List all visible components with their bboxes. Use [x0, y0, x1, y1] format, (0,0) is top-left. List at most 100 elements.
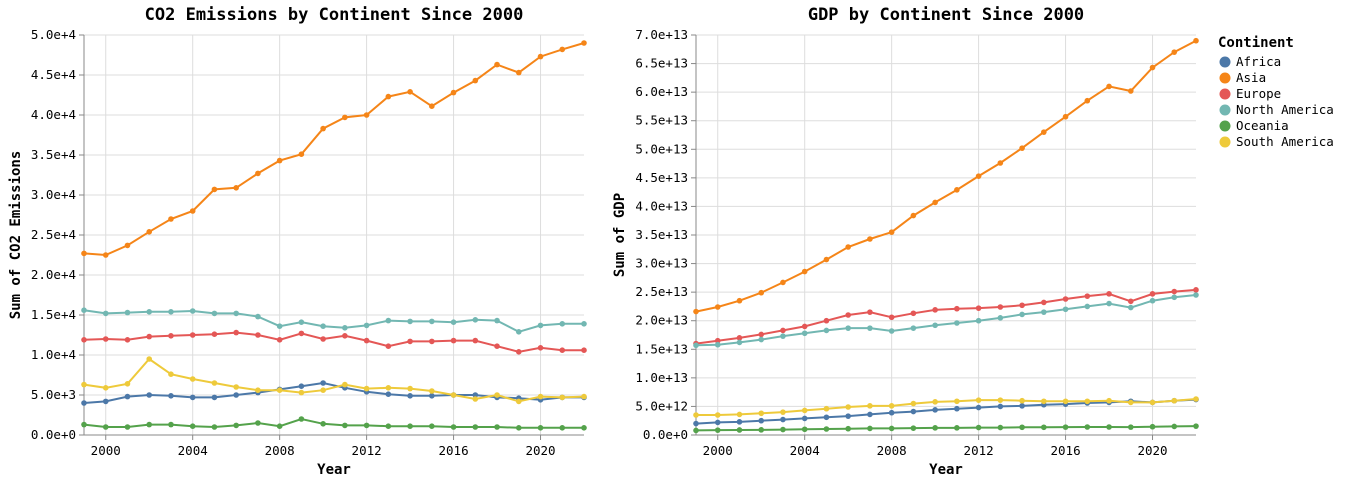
gdp-y-tick-label: 1.5e+13 — [635, 341, 688, 356]
co2-point-europe — [298, 330, 305, 337]
gdp-point-oceania — [1062, 424, 1069, 430]
co2-point-europe — [124, 337, 131, 343]
co2-point-africa — [146, 392, 153, 398]
co2-point-north-america — [494, 317, 500, 324]
gdp-x-tick-label: 2012 — [964, 443, 994, 458]
gdp-point-oceania — [1127, 424, 1134, 430]
gdp-point-north-america — [954, 320, 960, 326]
co2-point-south-america — [146, 356, 153, 362]
co2-point-africa — [211, 394, 218, 401]
gdp-point-oceania — [888, 425, 895, 432]
gdp-point-south-america — [801, 407, 808, 414]
co2-point-oceania — [233, 422, 239, 429]
co2-point-asia — [559, 46, 566, 53]
gdp-point-asia — [1193, 37, 1199, 44]
gdp-point-oceania — [845, 425, 851, 432]
gdp-point-africa — [801, 415, 808, 422]
gdp-point-asia — [714, 304, 721, 310]
gdp-x-tick-label: 2000 — [703, 443, 733, 458]
gdp-point-europe — [997, 304, 1004, 310]
co2-point-europe — [81, 337, 87, 343]
gdp-point-asia — [823, 256, 830, 263]
legend-item-south-america: South America — [1219, 134, 1334, 149]
gdp-point-north-america — [714, 341, 721, 348]
gdp-series-oceania — [693, 423, 1199, 434]
gdp-y-tick-label: 3.0e+13 — [635, 256, 688, 271]
gdp-point-north-america — [1149, 297, 1156, 304]
co2-point-africa — [429, 393, 435, 399]
gdp-point-south-america — [758, 410, 765, 417]
co2-point-south-america — [537, 393, 544, 400]
gdp-point-north-america — [758, 336, 765, 343]
gdp-point-north-america — [888, 328, 895, 334]
co2-point-north-america — [450, 319, 457, 326]
gdp-y-tick-label: 2.5e+13 — [635, 284, 688, 299]
gdp-point-asia — [1019, 145, 1025, 151]
gdp-point-europe — [1062, 296, 1069, 302]
gdp-point-south-america — [1171, 397, 1178, 404]
co2-point-oceania — [342, 422, 348, 429]
co2-point-north-america — [320, 323, 326, 330]
gdp-point-oceania — [1041, 424, 1047, 431]
co2-point-asia — [211, 186, 218, 193]
co2-series — [81, 40, 587, 431]
co2-point-north-america — [515, 329, 522, 335]
gdp-chart-title: GDP by Continent Since 2000 — [808, 5, 1084, 25]
gdp-x-tick-label: 2016 — [1051, 443, 1081, 458]
co2-point-europe — [450, 337, 457, 344]
gdp-point-africa — [954, 405, 960, 412]
gdp-point-asia — [910, 212, 917, 219]
gdp-point-asia — [1084, 97, 1091, 104]
legend-swatch — [1219, 56, 1231, 68]
co2-point-north-america — [102, 310, 109, 317]
legend-item-europe: Europe — [1219, 86, 1281, 101]
co2-series-europe — [81, 329, 587, 355]
gdp-point-europe — [758, 331, 765, 338]
co2-y-tick-label: 2.5e+4 — [31, 227, 76, 242]
co2-point-africa — [168, 393, 174, 399]
gdp-line-oceania — [695, 425, 1197, 432]
co2-y-axis-title: Sum of CO2 Emissions — [8, 151, 24, 320]
gdp-point-europe — [1171, 288, 1178, 295]
gdp-point-north-america — [1019, 311, 1025, 318]
co2-point-north-america — [537, 322, 544, 329]
co2-point-south-america — [124, 381, 131, 387]
gdp-y-tick-label: 5.0e+13 — [635, 141, 688, 156]
legend-label: South America — [1236, 134, 1334, 149]
legend-label: Europe — [1236, 86, 1281, 101]
co2-point-asia — [537, 53, 544, 60]
co2-point-oceania — [255, 420, 261, 426]
gdp-point-north-america — [1171, 294, 1178, 301]
gdp-point-oceania — [758, 427, 765, 433]
gdp-point-asia — [975, 173, 982, 179]
co2-point-europe — [102, 336, 109, 342]
co2-point-north-america — [146, 309, 153, 315]
gdp-point-asia — [1041, 129, 1047, 135]
co2-point-north-america — [472, 317, 479, 323]
co2-point-oceania — [494, 424, 500, 430]
co2-gridlines — [84, 34, 584, 436]
gdp-point-europe — [714, 337, 721, 344]
gdp-point-europe — [1149, 291, 1156, 297]
co2-point-europe — [255, 332, 261, 338]
gdp-point-asia — [867, 236, 873, 242]
gdp-point-oceania — [1019, 424, 1025, 431]
gdp-point-south-america — [736, 411, 743, 418]
co2-point-africa — [81, 400, 87, 406]
co2-series-oceania — [81, 416, 587, 431]
gdp-point-africa — [1019, 403, 1025, 409]
co2-point-asia — [102, 252, 109, 258]
gdp-point-oceania — [932, 425, 938, 431]
gdp-point-africa — [780, 416, 786, 423]
gdp-point-oceania — [867, 425, 873, 432]
co2-point-south-america — [363, 385, 370, 392]
co2-point-europe — [472, 337, 479, 344]
gdp-series-north-america — [693, 292, 1199, 349]
gdp-point-south-america — [910, 400, 917, 407]
gdp-point-asia — [954, 187, 960, 193]
gdp-point-north-america — [801, 330, 808, 337]
co2-point-south-america — [298, 389, 305, 396]
co2-point-oceania — [363, 422, 370, 429]
gdp-point-south-america — [780, 409, 786, 415]
gdp-point-north-america — [867, 325, 873, 331]
